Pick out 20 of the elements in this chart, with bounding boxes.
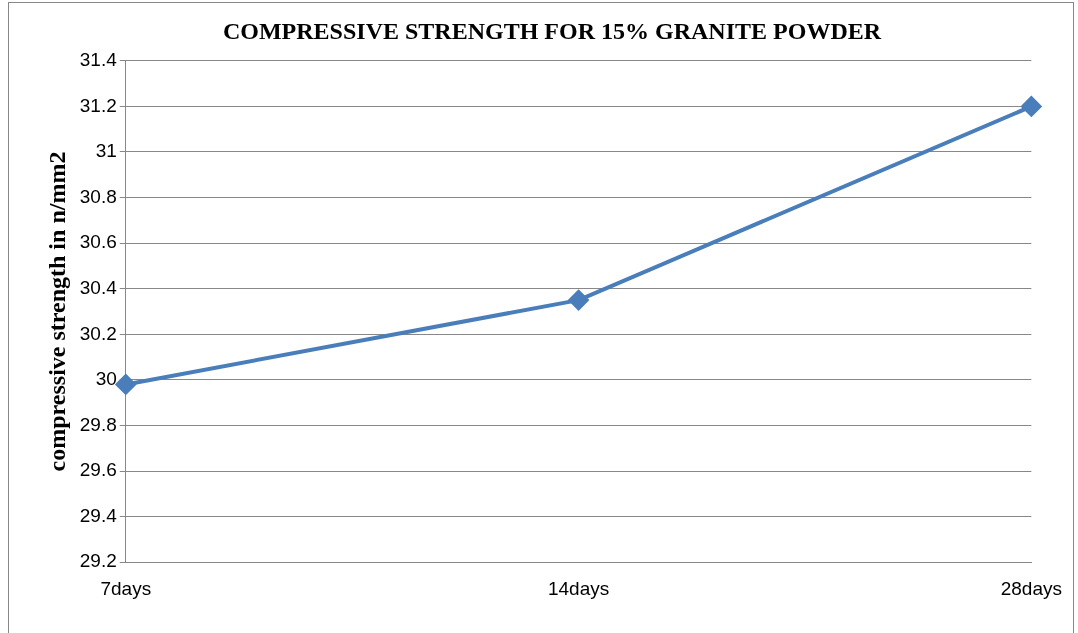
y-axis-title: compressive strength in n/mm2 bbox=[43, 151, 70, 472]
point bbox=[1021, 96, 1042, 117]
y-tick-label: 30.4 bbox=[79, 276, 118, 298]
y-tick-label: 29.2 bbox=[79, 550, 117, 572]
x-tick-label: 7days bbox=[100, 577, 152, 599]
y-tick-label: 31.4 bbox=[79, 49, 118, 71]
x-tick-label: 14days bbox=[547, 577, 610, 599]
y-tick-label: 30.6 bbox=[79, 231, 117, 253]
y-tick-label: 30.2 bbox=[79, 322, 117, 344]
point bbox=[115, 374, 136, 395]
point bbox=[568, 290, 589, 311]
y-tick-label: 30 bbox=[95, 368, 117, 390]
y-tick-label: 29.6 bbox=[79, 459, 117, 481]
y-tick-label: 29.8 bbox=[79, 413, 117, 435]
y-tick-label: 31 bbox=[95, 140, 117, 162]
chart-title: COMPRESSIVE STRENGTH FOR 15% GRANITE POWDER bbox=[222, 17, 882, 44]
x-tick-label: 28days bbox=[1000, 577, 1063, 599]
y-tick-label: 29.4 bbox=[79, 504, 118, 526]
y-tick-label: 31.2 bbox=[79, 94, 117, 116]
y-tick-label: 30.8 bbox=[79, 185, 117, 207]
